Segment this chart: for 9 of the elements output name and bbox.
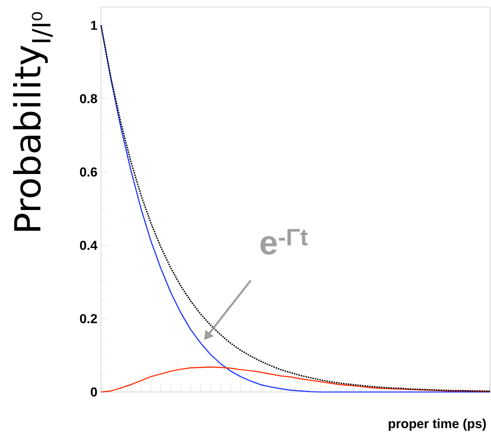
x-axis-title: proper time (ps) [388, 418, 486, 431]
annotation: e$^{-Γt}$ [260, 229, 308, 255]
y-tick-label: 0.8 [80, 94, 98, 104]
y-tick-label: 0.6 [80, 167, 98, 177]
y-tick-label: 0.2 [80, 314, 97, 324]
y-tick-label: 0 [90, 387, 97, 397]
y-axis-title: Probability$_{I/I⁰}$ [13, 12, 53, 231]
y-tick-label: 1 [91, 20, 98, 30]
y-tick-label: 0.4 [80, 240, 98, 250]
